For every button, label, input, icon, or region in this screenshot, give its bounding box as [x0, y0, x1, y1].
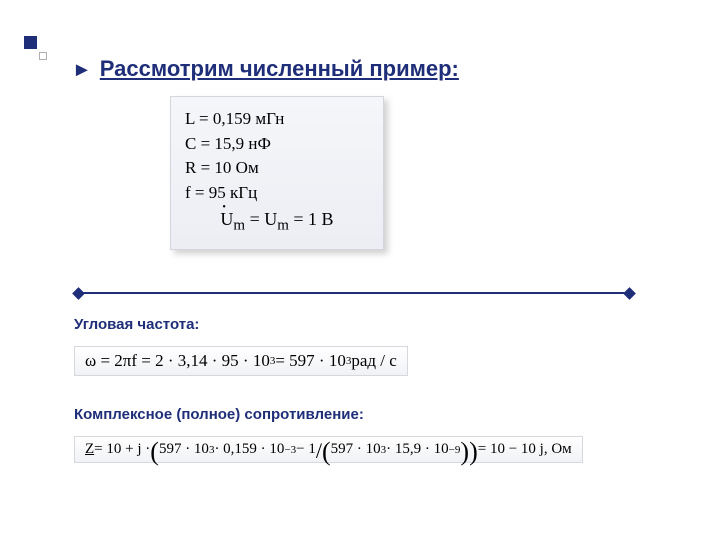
- param-Um: • U m = Um = 1 В: [185, 206, 369, 237]
- dot-accent-icon: •: [222, 201, 226, 216]
- Um-val: = 1 В: [289, 209, 334, 229]
- title-arrow-icon: ►: [72, 60, 92, 80]
- z-p7: = 10 − 10 j, Ом: [478, 441, 572, 458]
- omega-prefix: ω = 2πf = 2 · 3,14 · 95 · 10: [85, 351, 270, 371]
- Um-complex-symbol: • U: [220, 206, 233, 232]
- parameters-box: L = 0,159 мГн С = 15,9 нФ R = 10 Ом f = …: [170, 96, 384, 250]
- z-p3: · 0,159 · 10: [214, 441, 284, 458]
- section-divider: [74, 288, 634, 298]
- divider-line: [78, 292, 630, 294]
- param-R: R = 10 Ом: [185, 156, 369, 181]
- page-title: Рассмотрим численный пример:: [100, 56, 459, 82]
- bullet-square-outline: [39, 52, 47, 60]
- z-symbol: Z: [85, 441, 94, 458]
- param-f: f = 95 кГц: [185, 181, 369, 206]
- z-p2: 597 · 10: [159, 441, 209, 458]
- Um-eq: = U: [245, 209, 277, 229]
- formula-omega: ω = 2πf = 2 · 3,14 · 95 · 103 = 597 · 10…: [74, 346, 408, 376]
- bullet-square-filled: [24, 36, 37, 49]
- diamond-icon: [623, 287, 636, 300]
- section-label-impedance: Комплексное (полное) сопротивление:: [74, 406, 364, 423]
- z-p4: − 1: [296, 441, 316, 458]
- param-C: С = 15,9 нФ: [185, 132, 369, 157]
- formula-impedance: Z = 10 + j · (597 · 103 · 0,159 · 10 −3 …: [74, 436, 583, 463]
- Um-sub-m2: m: [277, 217, 289, 233]
- section-label-omega: Угловая частота:: [74, 316, 199, 333]
- z-p5: 597 · 10: [331, 441, 381, 458]
- param-L: L = 0,159 мГн: [185, 107, 369, 132]
- omega-units: рад / с: [351, 351, 396, 371]
- omega-mid: = 597 · 10: [275, 351, 346, 371]
- z-p1: = 10 + j ·: [94, 441, 150, 458]
- z-p6: · 15,9 · 10: [386, 441, 449, 458]
- Um-sub-m1: m: [233, 217, 245, 233]
- page-title-row: ► Рассмотрим численный пример:: [72, 56, 459, 82]
